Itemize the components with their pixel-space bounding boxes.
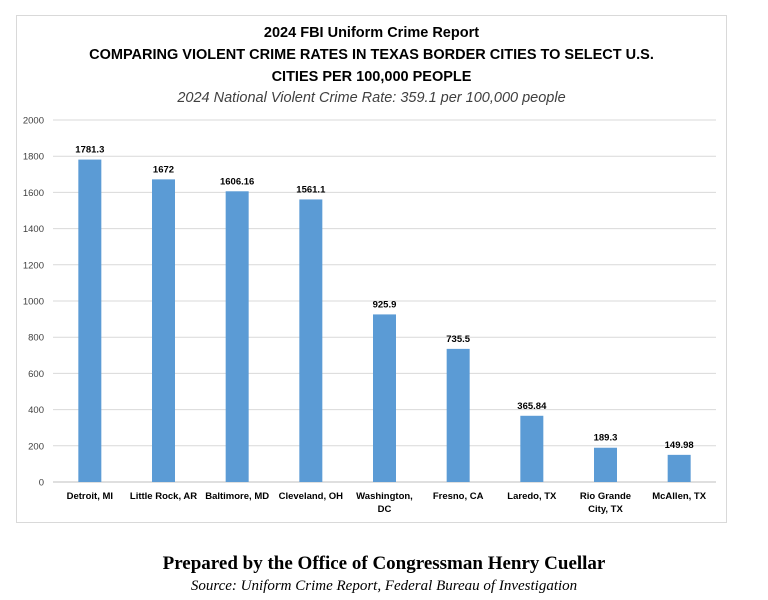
y-tick-label: 400: [28, 405, 44, 416]
chart-frame: 2024 FBI Uniform Crime Report COMPARING …: [16, 15, 727, 523]
y-tick-label: 800: [28, 333, 44, 344]
y-tick-label: 200: [28, 441, 44, 452]
source-note: Source: Uniform Crime Report, Federal Bu…: [190, 578, 578, 594]
bar-value-label: 925.9: [373, 299, 397, 310]
x-category-label: McAllen, TX: [652, 491, 707, 502]
bar: [446, 348, 470, 482]
x-category-label: DC: [378, 504, 392, 515]
prepared-by-note: Prepared by the Office of Congressman He…: [162, 553, 606, 574]
x-category-label: Rio Grande: [580, 491, 631, 502]
y-tick-label: 1400: [23, 224, 44, 235]
bar: [299, 199, 323, 482]
chart-title-line-2: COMPARING VIOLENT CRIME RATES IN TEXAS B…: [89, 47, 654, 63]
y-axis: 0 200 400 600 800 1000 1200 1400 1600 1800 2000: [23, 116, 44, 489]
bar: [78, 159, 102, 482]
bar-value-label: 1781.3: [75, 145, 104, 156]
x-axis: Detroit, MI Little Rock, AR Baltimore, MD C…: [67, 491, 707, 515]
y-tick-label: 1600: [23, 188, 44, 199]
x-category-label: Fresno, CA: [433, 491, 484, 502]
bar: [373, 314, 396, 482]
bar: [225, 191, 249, 482]
x-category-label: Little Rock, AR: [130, 491, 197, 502]
bar: [520, 415, 544, 482]
x-category-label: Washington,: [356, 491, 413, 502]
bar-value-label: 1561.1: [296, 184, 326, 195]
chart-subtitle: 2024 National Violent Crime Rate: 359.1 …: [177, 90, 566, 106]
y-tick-label: 600: [28, 369, 44, 380]
x-category-label: Laredo, TX: [507, 491, 557, 502]
x-category-label: City, TX: [588, 504, 623, 515]
x-category-label: Cleveland, OH: [279, 491, 344, 502]
bar: [667, 454, 691, 482]
data-labels: 1781.3 1672 1606.16 1561.1 925.9 735.5 365.84 1…: [75, 145, 693, 451]
x-category-label: Baltimore, MD: [205, 491, 269, 502]
y-tick-label: 1000: [23, 297, 44, 308]
bars: [78, 159, 691, 483]
y-tick-label: 0: [39, 478, 44, 489]
x-category-label: Detroit, MI: [67, 491, 113, 502]
y-tick-label: 2000: [23, 116, 44, 127]
chart-title-line-3: CITIES PER 100,000 PEOPLE: [271, 69, 472, 85]
bar-value-label: 1672: [153, 164, 174, 175]
chart-title-line-1: 2024 FBI Uniform Crime Report: [263, 25, 480, 41]
bar-value-label: 735.5: [446, 334, 470, 345]
bar-value-label: 1606.16: [220, 176, 254, 187]
bar-value-label: 365.84: [517, 401, 547, 412]
bar-value-label: 149.98: [665, 440, 694, 451]
y-tick-label: 1800: [23, 152, 44, 163]
bar-value-label: 189.3: [594, 433, 618, 444]
bar: [594, 447, 617, 482]
bar: [152, 179, 175, 483]
y-tick-label: 1200: [23, 260, 44, 271]
